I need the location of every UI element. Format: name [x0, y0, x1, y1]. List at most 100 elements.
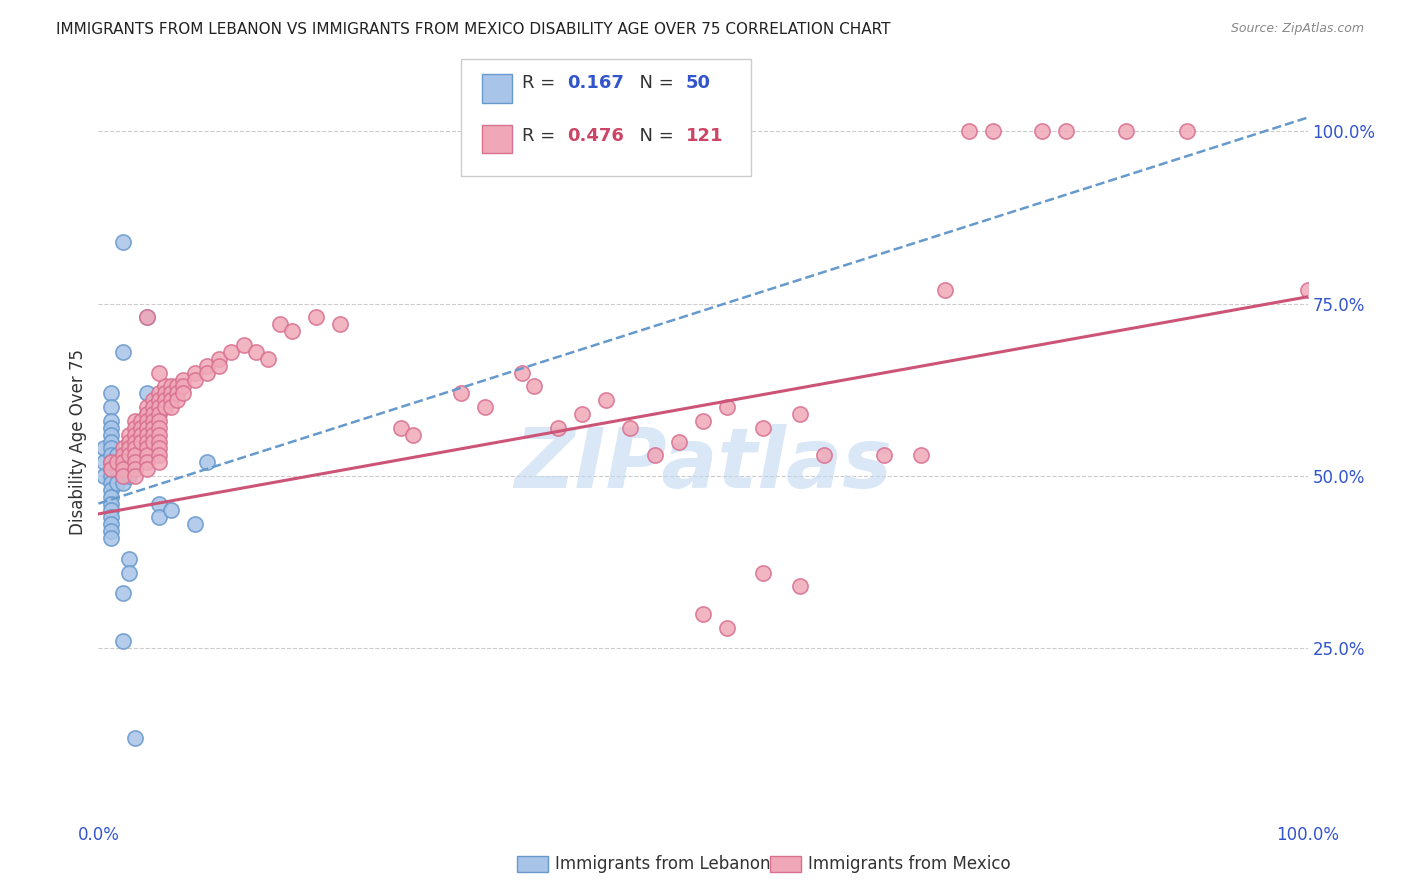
Point — [118, 448, 141, 462]
Point — [118, 434, 141, 449]
Point — [934, 283, 956, 297]
Point — [305, 310, 328, 325]
Point — [1054, 124, 1077, 138]
Point — [105, 455, 128, 469]
Point — [118, 442, 141, 456]
Point — [129, 421, 152, 435]
Point — [184, 517, 207, 532]
Point — [160, 386, 183, 401]
Point — [232, 338, 254, 352]
Point — [111, 469, 134, 483]
Point — [142, 434, 165, 449]
Point — [118, 469, 141, 483]
Point — [172, 386, 194, 401]
Text: N =: N = — [628, 74, 685, 92]
Point — [148, 386, 170, 401]
Point — [135, 310, 157, 325]
Point — [111, 455, 134, 469]
Point — [595, 393, 617, 408]
Point — [100, 469, 122, 483]
Point — [153, 386, 176, 401]
Point — [111, 586, 134, 600]
Point — [873, 448, 896, 462]
Point — [135, 434, 157, 449]
Point — [148, 510, 170, 524]
Point — [813, 448, 835, 462]
Point — [692, 414, 714, 428]
Point — [148, 455, 170, 469]
Point — [105, 448, 128, 462]
Point — [118, 566, 141, 580]
Point — [644, 448, 666, 462]
Point — [118, 462, 141, 476]
Point — [100, 414, 122, 428]
Point — [100, 455, 122, 469]
Point — [118, 427, 141, 442]
Point — [118, 551, 141, 566]
Point — [1031, 124, 1053, 138]
Point — [166, 386, 188, 401]
Point — [510, 366, 533, 380]
Point — [100, 462, 122, 476]
Point — [142, 407, 165, 421]
Point — [93, 469, 115, 483]
Point — [100, 386, 122, 401]
Point — [716, 621, 738, 635]
Point — [208, 351, 231, 366]
Point — [256, 351, 278, 366]
Point — [135, 407, 157, 421]
Point — [142, 427, 165, 442]
Point — [100, 510, 122, 524]
Point — [148, 421, 170, 435]
Point — [105, 462, 128, 476]
Point — [100, 421, 122, 435]
Point — [692, 607, 714, 621]
Text: R =: R = — [522, 127, 567, 145]
Point — [281, 324, 304, 338]
Point — [135, 462, 157, 476]
Point — [111, 462, 134, 476]
Point — [208, 359, 231, 373]
Point — [172, 379, 194, 393]
Point — [100, 462, 122, 476]
Text: 121: 121 — [686, 127, 724, 145]
Point — [100, 490, 122, 504]
Point — [135, 442, 157, 456]
Point — [124, 421, 146, 435]
Point — [142, 393, 165, 408]
Point — [148, 497, 170, 511]
Point — [148, 366, 170, 380]
Point — [1296, 283, 1319, 297]
Point — [135, 455, 157, 469]
Point — [124, 442, 146, 456]
Point — [160, 503, 183, 517]
Text: ZIPatlas: ZIPatlas — [515, 424, 891, 505]
Point — [100, 442, 122, 456]
Text: 0.476: 0.476 — [568, 127, 624, 145]
Point — [148, 407, 170, 421]
Point — [142, 400, 165, 414]
Point — [100, 524, 122, 538]
Point — [124, 462, 146, 476]
Point — [100, 400, 122, 414]
Point — [619, 421, 641, 435]
Point — [160, 379, 183, 393]
Point — [111, 235, 134, 249]
Point — [100, 475, 122, 490]
Point — [135, 310, 157, 325]
Point — [153, 393, 176, 408]
Point — [100, 448, 122, 462]
Text: R =: R = — [522, 74, 567, 92]
Point — [135, 427, 157, 442]
Point — [100, 455, 122, 469]
Point — [166, 393, 188, 408]
Point — [124, 469, 146, 483]
Point — [124, 442, 146, 456]
Point — [716, 400, 738, 414]
Point — [129, 427, 152, 442]
Point — [148, 393, 170, 408]
Point — [148, 427, 170, 442]
Point — [153, 379, 176, 393]
Text: 50: 50 — [686, 74, 711, 92]
Point — [129, 414, 152, 428]
